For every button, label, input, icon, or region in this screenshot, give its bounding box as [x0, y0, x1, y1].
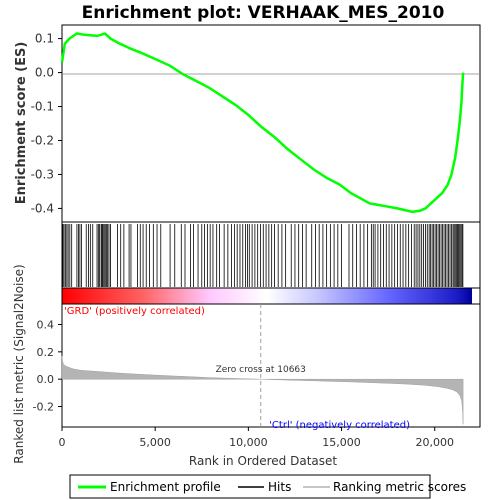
x-tick-label: 20,000	[415, 436, 454, 449]
metric-y-tick-label: 0.2	[37, 346, 55, 359]
es-y-tick-label: -0.2	[31, 133, 54, 147]
es-y-axis-label: Enrichment score (ES)	[14, 42, 29, 205]
metric-y-axis-label: Ranked list metric (Signal2Noise)	[12, 264, 26, 463]
x-tick-label: 15,000	[322, 436, 361, 449]
metric-y-ticks: 0.4 0.2 0.0 -0.2	[33, 319, 62, 414]
es-y-tick-label: -0.3	[31, 167, 54, 181]
chart-title: Enrichment plot: VERHAAK_MES_2010	[82, 3, 445, 23]
x-axis-label: Rank in Ordered Dataset	[189, 454, 337, 468]
metric-y-tick-label: 0.4	[37, 319, 55, 332]
positive-correlation-label: 'GRD' (positively correlated)	[64, 306, 205, 317]
zero-cross-label: Zero cross at 10663	[216, 365, 306, 375]
es-y-tick-label: -0.4	[31, 201, 54, 215]
metric-y-tick-label: -0.2	[33, 401, 54, 414]
es-y-ticks: 0.1 0.0 -0.1 -0.2 -0.3 -0.4	[31, 32, 62, 215]
metric-y-tick-label: 0.0	[37, 373, 55, 386]
es-panel-frame	[61, 24, 481, 223]
x-tick-label: 10,000	[229, 436, 268, 449]
legend-hits-label: Hits	[268, 480, 291, 494]
es-y-tick-label: 0.1	[35, 32, 54, 46]
legend-metric-label: Ranking metric scores	[333, 480, 466, 494]
legend: Enrichment profile Hits Ranking metric s…	[69, 474, 466, 499]
x-axis-ticks: 0 5,000 10,000 15,000 20,000	[59, 427, 454, 449]
hits-panel-frame	[61, 221, 481, 289]
legend-enrichment-label: Enrichment profile	[110, 480, 221, 494]
hit-marks	[62, 224, 464, 287]
ranking-metric-area	[61, 355, 464, 425]
x-tick-label: 0	[59, 436, 66, 449]
es-y-tick-label: 0.0	[35, 66, 54, 80]
enrichment-profile-line	[60, 32, 465, 214]
es-y-tick-label: -0.1	[31, 100, 54, 114]
negative-correlation-label: 'Ctrl' (negatively correlated)	[269, 420, 410, 431]
rank-colorbar	[62, 288, 472, 304]
x-tick-label: 5,000	[139, 436, 171, 449]
